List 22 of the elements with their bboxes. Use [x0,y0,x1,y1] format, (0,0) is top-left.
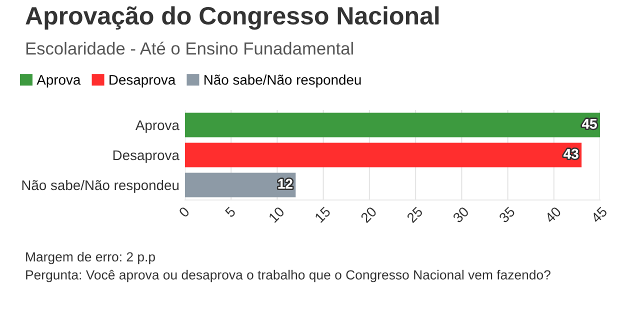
y-tick-label: Aprova [135,120,180,133]
chart-title: Aprovação do Congresso Nacional [26,6,439,30]
data-label: 12 [278,178,292,189]
y-tick-label: Desaprova [113,150,180,163]
data-label: 45 [582,119,597,129]
x-tick-label: 10 [268,206,285,223]
data-label: 43 [564,148,578,159]
x-tick-label: 35 [498,206,516,224]
x-tick-label: 20 [360,206,378,224]
chart-subtitle: Escolaridade - Até o Ensino Funadamental [26,42,353,55]
legend-label: Não sabe/Não respondeu [204,74,361,88]
y-tick-label: Não sabe/Não respondeu [22,180,179,193]
x-tick-label: 5 [224,206,236,218]
x-tick-label: 0 [178,206,190,218]
x-tick-label: 25 [406,206,424,224]
x-tick-label: 45 [590,206,608,224]
legend-label: Aprova [36,75,81,88]
text: Pergunta: Você aprova ou desaprova o trabalho que o Congresso Nacional vem fazendo? [26,270,550,282]
text: Margem de erro: 2 p.p [26,252,155,264]
x-tick-label: 15 [314,206,332,223]
x-tick-label: 40 [544,206,562,224]
x-tick-label: 30 [452,206,470,224]
